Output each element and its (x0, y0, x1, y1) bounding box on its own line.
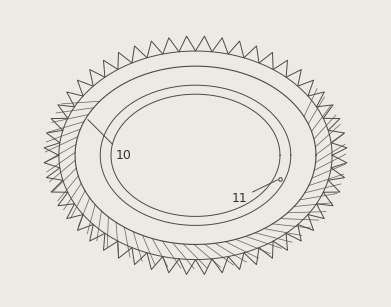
Text: 10: 10 (88, 119, 131, 162)
Text: 11: 11 (231, 180, 278, 205)
